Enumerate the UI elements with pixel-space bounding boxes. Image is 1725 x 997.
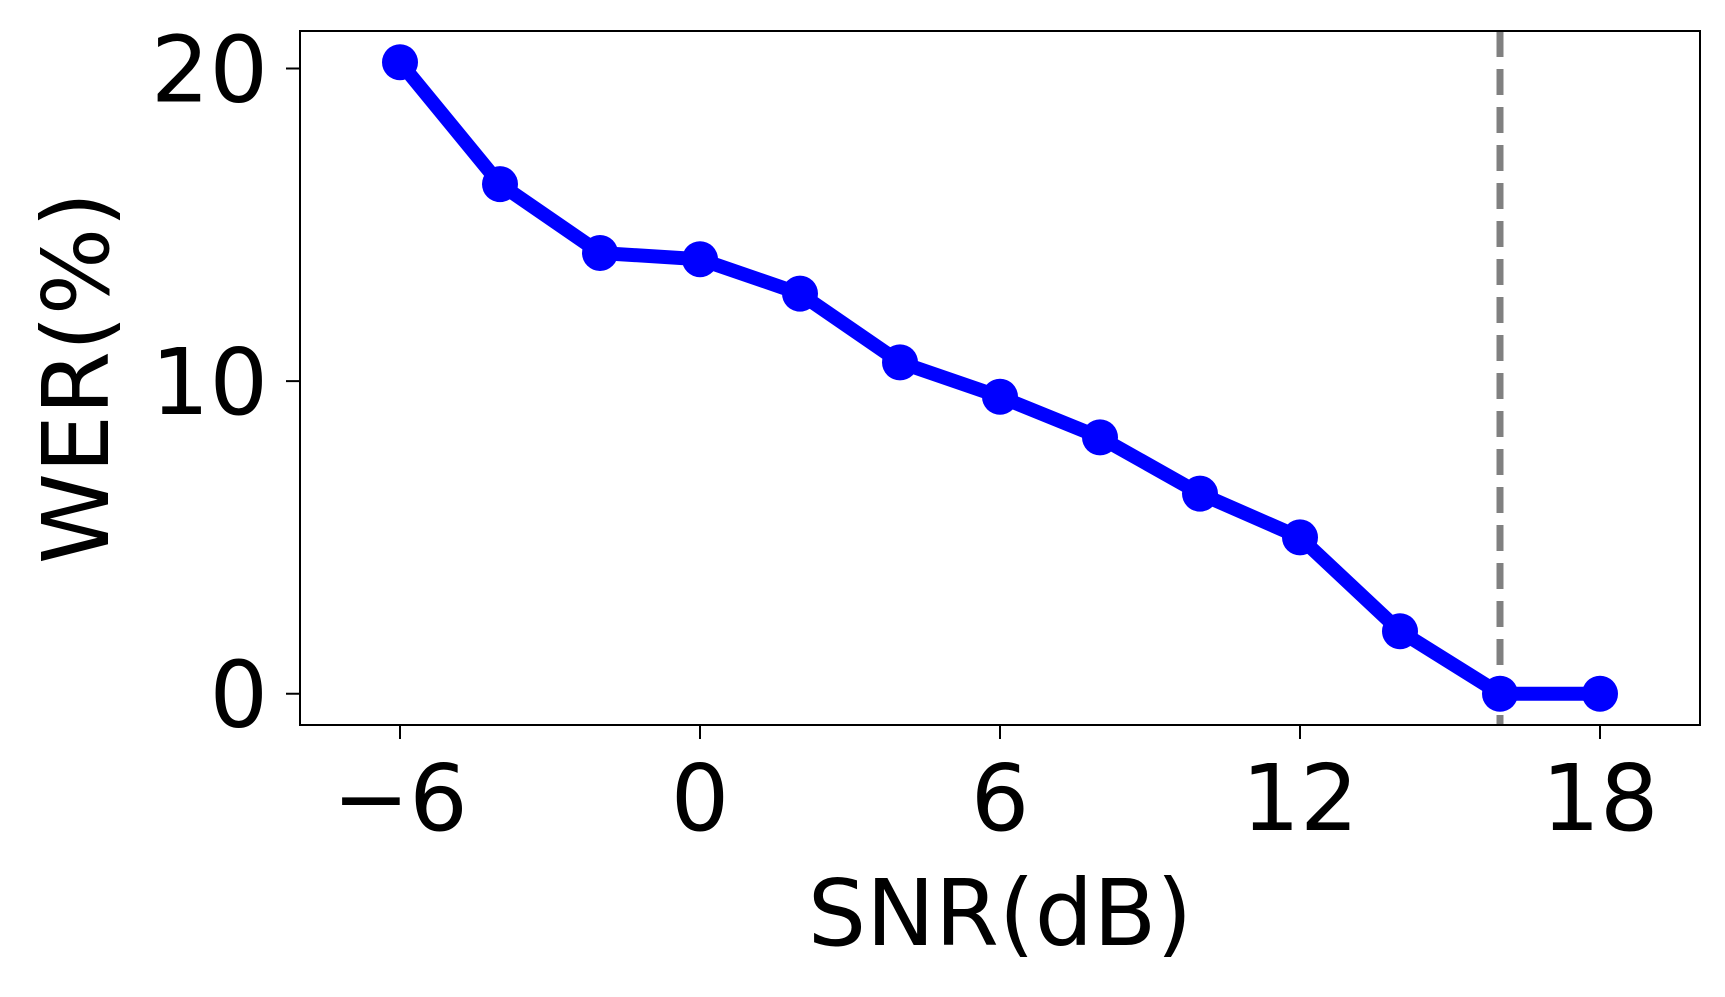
x-tick-label: 12 <box>1241 745 1358 852</box>
plot-frame <box>299 30 1701 726</box>
data-point <box>1182 475 1218 512</box>
data-point <box>382 44 418 81</box>
data-point <box>882 344 918 381</box>
x-tick-label: 6 <box>971 745 1030 852</box>
x-axis-ticks: −6 0 6 12 18 <box>332 725 1659 852</box>
y-tick-label: 0 <box>209 642 268 749</box>
y-tick-label: 10 <box>151 329 268 436</box>
x-tick-label: 0 <box>671 745 730 852</box>
data-point <box>582 234 618 271</box>
data-point <box>682 241 718 278</box>
x-tick-label: −6 <box>332 745 468 852</box>
y-tick-label: 20 <box>151 17 268 124</box>
data-point <box>1282 519 1318 556</box>
x-tick-label: 18 <box>1541 745 1658 852</box>
data-point <box>982 378 1018 415</box>
y-axis-ticks: 0 10 20 <box>151 17 300 749</box>
data-point <box>482 166 518 203</box>
data-point <box>1482 675 1518 712</box>
data-point <box>1082 419 1118 456</box>
series-layer <box>382 44 1618 712</box>
series-line <box>393 55 1607 701</box>
x-axis-label: SNR(dB) <box>808 860 1192 967</box>
data-point <box>782 275 818 312</box>
data-point <box>1582 675 1618 712</box>
data-point <box>1382 613 1418 650</box>
y-axis-label: WER(%) <box>23 192 130 564</box>
